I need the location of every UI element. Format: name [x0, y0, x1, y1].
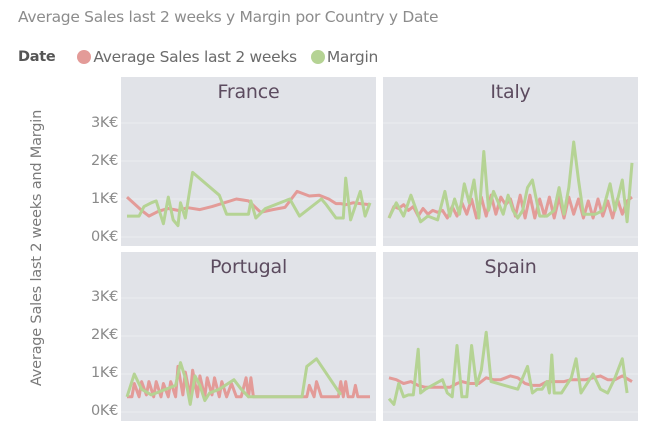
y-tick: 2K€	[90, 153, 118, 169]
legend-label: Margin	[326, 48, 378, 66]
facet-panel-spain[interactable]: Spain	[383, 252, 638, 421]
y-tick: 3K€	[90, 115, 118, 131]
facet-plot	[383, 297, 638, 413]
legend-dot-icon	[310, 50, 325, 64]
legend-item-margin[interactable]: Margin	[310, 48, 378, 66]
chart-title: Average Sales last 2 weeks y Margin por …	[18, 8, 439, 26]
margin-line[interactable]	[127, 170, 372, 228]
y-axis-label: Average Sales last 2 weeks and Margin	[29, 109, 45, 387]
facet-label: France	[217, 81, 280, 103]
y-tick: 1K€	[90, 191, 118, 207]
legend: Date Average Sales last 2 weeks Margin	[18, 47, 392, 67]
legend-dot-icon	[77, 50, 92, 64]
facet-label: Spain	[484, 256, 537, 278]
y-tick: 2K€	[90, 327, 118, 343]
y-tick: 1K€	[90, 365, 118, 381]
facet-label: Italy	[490, 81, 531, 103]
facet-panel-france[interactable]: France	[121, 77, 376, 246]
facet-plot	[383, 122, 638, 238]
legend-label: Average Sales last 2 weeks	[93, 48, 297, 66]
y-tick: 3K€	[90, 289, 118, 305]
y-tick: 0K€	[90, 403, 118, 419]
facet-panel-italy[interactable]: Italy	[383, 77, 638, 246]
facet-plot	[121, 122, 376, 238]
legend-title: Date	[18, 49, 56, 65]
facet-panel-portugal[interactable]: Portugal	[121, 252, 376, 421]
y-tick: 0K€	[90, 229, 118, 245]
margin-line[interactable]	[387, 140, 634, 224]
facet-label: Portugal	[209, 256, 288, 278]
margin-line[interactable]	[125, 357, 343, 406]
margin-line[interactable]	[387, 330, 629, 406]
legend-item-avg-sales[interactable]: Average Sales last 2 weeks	[77, 48, 297, 66]
facet-plot	[121, 297, 376, 413]
